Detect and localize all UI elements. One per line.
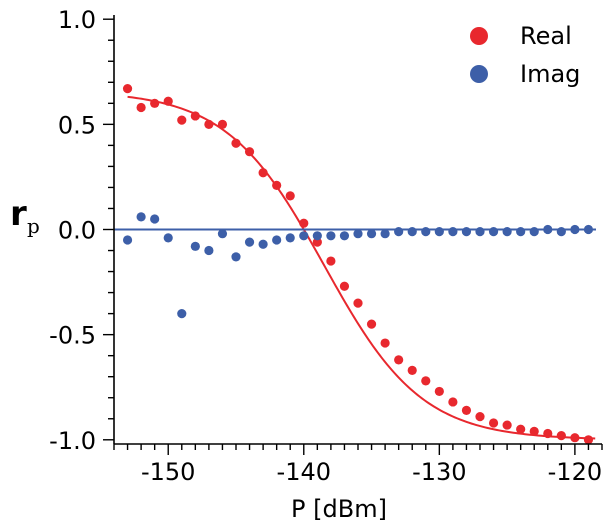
y-axis-title-main: r bbox=[10, 194, 27, 234]
point-real bbox=[326, 256, 336, 266]
point-imag bbox=[217, 229, 228, 239]
point-imag bbox=[312, 231, 322, 241]
point-imag bbox=[339, 231, 350, 241]
y-tick-label: -0.5 bbox=[49, 322, 96, 350]
legend: Real Imag bbox=[470, 22, 580, 88]
point-real bbox=[475, 412, 485, 422]
y-tick-label: 0.5 bbox=[58, 111, 96, 139]
tick-labels: 1.0 0.5 0.0 -0.5 -1.0 -150 -140 -130 -120 bbox=[49, 6, 602, 486]
point-imag bbox=[299, 231, 309, 241]
point-real bbox=[380, 338, 390, 348]
point-real bbox=[136, 102, 146, 113]
point-imag bbox=[326, 231, 336, 241]
point-real bbox=[407, 365, 417, 375]
point-imag bbox=[502, 227, 512, 237]
point-real bbox=[434, 386, 444, 397]
point-real bbox=[231, 138, 241, 148]
point-imag bbox=[434, 227, 444, 237]
point-imag bbox=[488, 227, 499, 237]
x-tick-label: -150 bbox=[141, 458, 195, 486]
point-imag bbox=[380, 229, 390, 239]
point-real bbox=[556, 430, 566, 441]
point-real bbox=[244, 147, 255, 157]
point-imag bbox=[163, 233, 173, 243]
point-imag bbox=[285, 233, 295, 243]
point-real bbox=[285, 191, 295, 201]
point-real bbox=[488, 418, 499, 428]
point-imag bbox=[421, 227, 431, 237]
point-imag bbox=[258, 239, 268, 249]
point-real bbox=[312, 237, 322, 247]
point-imag bbox=[407, 227, 417, 237]
x-tick-label: -120 bbox=[548, 458, 602, 486]
point-real bbox=[190, 111, 200, 121]
y-tick-label: 1.0 bbox=[58, 6, 96, 34]
point-imag bbox=[244, 237, 255, 247]
point-imag bbox=[150, 214, 160, 224]
x-axis-title: P [dBm] bbox=[291, 495, 387, 523]
point-imag bbox=[516, 227, 526, 237]
point-real bbox=[299, 218, 309, 228]
point-imag bbox=[448, 227, 458, 237]
point-real bbox=[353, 298, 363, 308]
point-imag bbox=[570, 224, 580, 235]
data-points bbox=[122, 84, 594, 445]
point-imag bbox=[543, 224, 553, 235]
point-real bbox=[366, 319, 377, 329]
fit-lines bbox=[114, 95, 596, 440]
point-imag bbox=[231, 252, 241, 262]
point-real bbox=[461, 405, 472, 415]
point-imag bbox=[190, 241, 200, 251]
point-real bbox=[150, 98, 160, 108]
point-real bbox=[502, 420, 512, 430]
y-tick-label: -1.0 bbox=[49, 427, 96, 455]
point-imag bbox=[394, 227, 404, 237]
point-real bbox=[543, 428, 553, 439]
point-imag bbox=[177, 309, 187, 319]
point-real bbox=[448, 397, 458, 407]
point-imag bbox=[353, 229, 363, 239]
point-imag bbox=[475, 227, 485, 237]
point-imag bbox=[556, 227, 566, 237]
legend-marker-real bbox=[470, 27, 488, 45]
y-axis-title: r p bbox=[10, 194, 40, 238]
y-tick-label: 0.0 bbox=[58, 217, 96, 245]
point-real bbox=[204, 119, 214, 129]
ticks bbox=[103, 18, 603, 455]
point-real bbox=[272, 180, 282, 190]
legend-marker-imag bbox=[470, 65, 488, 83]
point-imag bbox=[136, 212, 146, 222]
point-real bbox=[177, 115, 187, 125]
point-real bbox=[529, 426, 539, 436]
point-imag bbox=[122, 235, 133, 245]
point-real bbox=[583, 435, 594, 445]
point-real bbox=[421, 376, 431, 386]
point-real bbox=[570, 433, 580, 443]
point-real bbox=[122, 84, 133, 94]
point-imag bbox=[529, 227, 539, 237]
point-imag bbox=[461, 227, 472, 237]
point-real bbox=[163, 96, 173, 106]
point-real bbox=[339, 281, 350, 291]
point-imag bbox=[204, 245, 214, 256]
point-imag bbox=[583, 224, 594, 235]
legend-label-real: Real bbox=[520, 22, 572, 50]
point-real bbox=[394, 355, 404, 365]
point-imag bbox=[366, 229, 377, 239]
point-real bbox=[217, 119, 228, 129]
x-tick-label: -140 bbox=[277, 458, 331, 486]
point-imag bbox=[272, 235, 282, 245]
y-axis-title-subscript: p bbox=[27, 214, 40, 238]
point-real bbox=[258, 168, 268, 178]
x-tick-label: -130 bbox=[412, 458, 466, 486]
point-real bbox=[516, 424, 526, 434]
fit-line-real bbox=[127, 95, 596, 440]
legend-label-imag: Imag bbox=[520, 60, 580, 88]
